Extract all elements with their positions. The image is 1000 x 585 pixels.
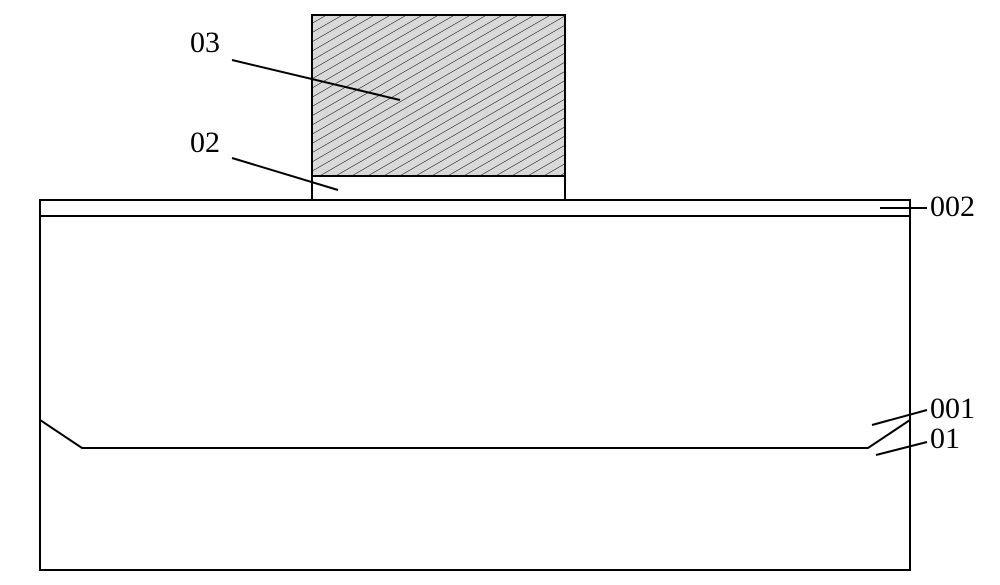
label-03: 03 [190, 26, 220, 59]
thin-layer-002 [40, 200, 910, 216]
label-001: 001 [930, 392, 975, 425]
gate-oxide-02 [312, 176, 565, 200]
substrate-01 [40, 200, 910, 570]
well-001 [40, 200, 910, 448]
leader-01 [876, 442, 927, 455]
leader-001 [872, 410, 927, 425]
label-002: 002 [930, 190, 975, 223]
diagram-cross-section: 03 02 002 001 01 [0, 0, 1000, 585]
label-01: 01 [930, 422, 960, 455]
label-02: 02 [190, 126, 220, 159]
gate-03 [312, 15, 565, 176]
